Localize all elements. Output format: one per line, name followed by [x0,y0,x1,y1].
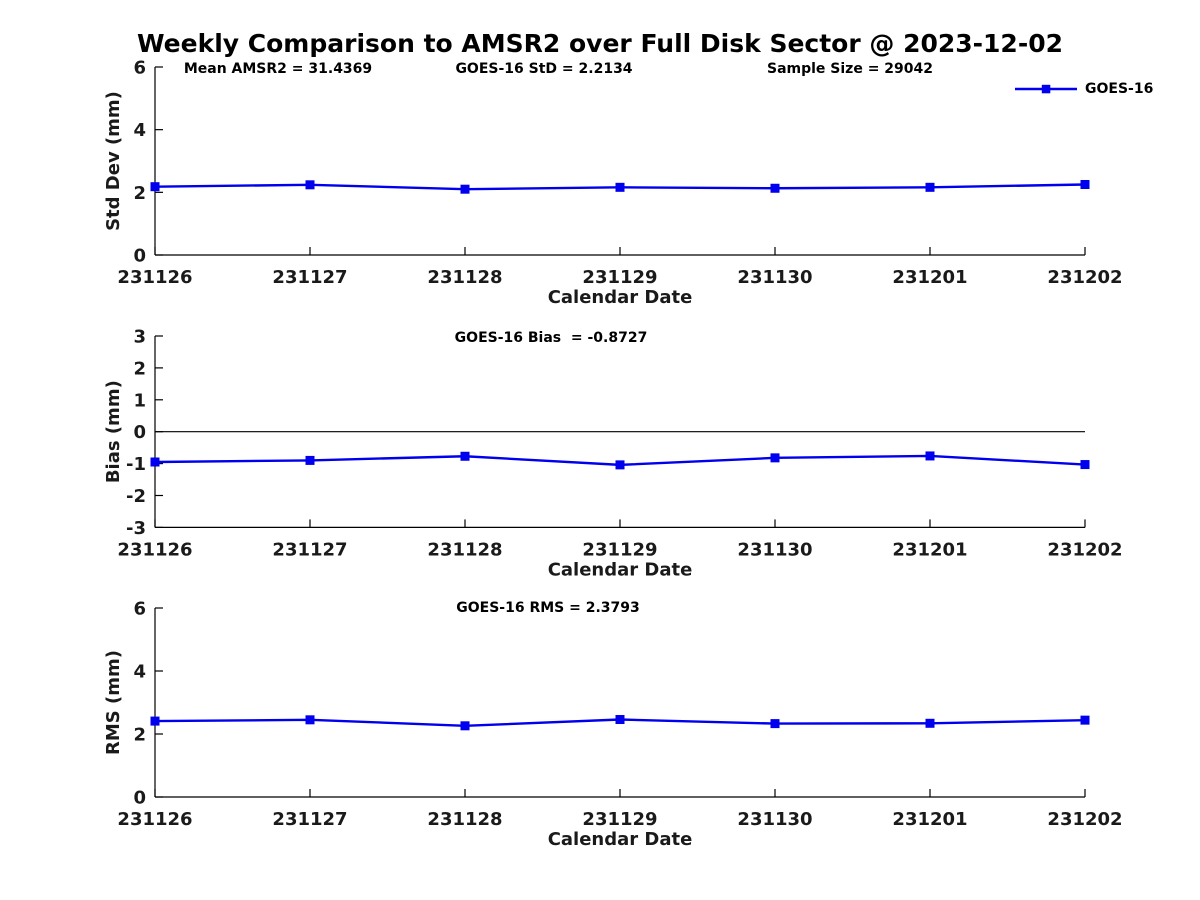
x-tick-label: 231201 [892,809,967,830]
data-point-marker [305,715,315,725]
x-tick-label: 231128 [427,267,502,288]
data-point-marker [150,457,160,467]
y-axis-label: Std Dev (mm) [103,91,124,231]
x-tick-label: 231127 [272,809,347,830]
x-axis-label: Calendar Date [548,287,693,308]
y-tick-label: 0 [133,422,146,443]
data-point-marker [1080,460,1090,470]
data-point-marker [925,718,935,728]
x-tick-label: 231130 [737,809,812,830]
y-tick-label: 2 [133,183,146,204]
y-axis-label: Bias (mm) [103,380,124,483]
y-tick-label: 0 [133,788,146,809]
data-point-marker [150,182,160,192]
x-axis-label: Calendar Date [548,559,693,580]
x-axis-label: Calendar Date [548,829,693,850]
y-tick-label: 1 [133,390,146,411]
data-point-marker [770,453,780,463]
annotation-goes16-rms: GOES-16 RMS = 2.3793 [456,600,640,616]
legend-label: GOES-16 [1085,81,1154,97]
data-point-marker [460,451,470,461]
x-tick-label: 231126 [117,809,192,830]
y-tick-label: 2 [133,358,146,379]
data-point-marker [305,180,315,190]
y-tick-label: -2 [126,486,146,507]
y-tick-label: 3 [133,327,146,348]
legend-marker-icon [1041,84,1051,94]
legend-line-sample [1015,84,1077,94]
y-tick-label: 4 [133,120,146,141]
y-tick-label: -1 [126,454,146,475]
x-tick-label: 231202 [1047,539,1122,560]
data-point-marker [615,715,625,725]
x-tick-label: 231202 [1047,267,1122,288]
x-tick-label: 231129 [582,267,657,288]
data-point-marker [615,182,625,192]
data-point-marker [615,460,625,470]
data-point-marker [925,451,935,461]
annotation-sample-size: Sample Size = 29042 [766,61,934,77]
y-tick-label: 6 [133,58,146,79]
data-point-marker [460,184,470,194]
x-tick-label: 231130 [737,539,812,560]
legend: GOES-16 [1015,80,1153,98]
data-point-marker [925,182,935,192]
figure-title: Weekly Comparison to AMSR2 over Full Dis… [136,29,1063,58]
x-tick-label: 231129 [582,539,657,560]
data-point-marker [460,721,470,731]
data-point-marker [1080,180,1090,189]
data-point-marker [150,716,160,726]
data-point-marker [1080,715,1090,725]
x-tick-label: 231129 [582,809,657,830]
x-tick-label: 231127 [272,539,347,560]
annotation-mean-amsr2: Mean AMSR2 = 31.4369 [183,61,373,77]
y-tick-label: -3 [126,518,146,539]
annotation-goes16-std: GOES-16 StD = 2.2134 [455,61,633,77]
y-tick-label: 0 [133,246,146,267]
data-point-marker [305,455,315,465]
x-tick-label: 231126 [117,267,192,288]
y-axis-label: RMS (mm) [103,650,124,755]
data-point-marker [770,719,780,729]
y-tick-label: 6 [133,599,146,620]
y-tick-label: 2 [133,725,146,746]
x-tick-label: 231128 [427,539,502,560]
x-tick-label: 231126 [117,539,192,560]
annotation-goes16-bias: GOES-16 Bias = -0.8727 [454,330,648,346]
data-point-marker [770,183,780,193]
x-tick-label: 231201 [892,539,967,560]
x-tick-label: 231202 [1047,809,1122,830]
x-tick-label: 231127 [272,267,347,288]
y-tick-label: 4 [133,662,146,683]
x-tick-label: 231130 [737,267,812,288]
x-tick-label: 231201 [892,267,967,288]
x-tick-label: 231128 [427,809,502,830]
